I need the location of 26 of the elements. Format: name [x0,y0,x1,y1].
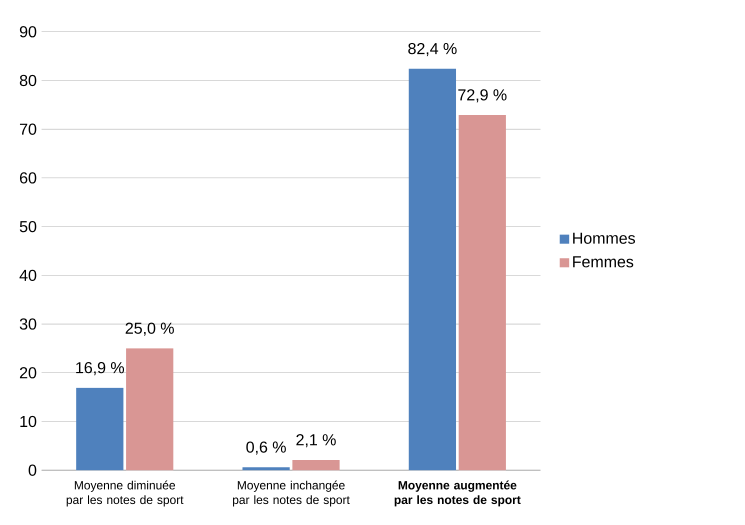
y-tick-label: 70 [20,124,36,135]
data-label: 72,9 % [458,89,507,102]
legend-label: Hommes [573,232,636,244]
x-tick-label: Moyenne augmentée par les notes de sport [394,480,521,506]
y-tick-label: 30 [20,318,36,330]
y-tick-label: 20 [20,367,36,378]
data-label: 25,0 % [126,322,174,336]
y-tick-label: 60 [20,172,36,184]
bar [292,460,340,470]
bar [76,388,124,470]
y-tick-label: 50 [20,220,36,232]
y-tick-label: 40 [20,270,36,281]
data-label: 2,1 % [296,434,336,448]
bar [408,68,456,470]
x-tick-label: Moyenne inchangée par les notes de sport [233,480,350,506]
data-label: 82,4 % [408,42,457,56]
data-label: 16,9 % [76,362,124,376]
legend-label: Femmes [573,256,634,268]
data-label: 0,6 % [246,441,286,455]
y-tick-label: 10 [20,416,36,428]
bar [126,348,174,470]
bar [458,115,506,470]
y-tick-label: 90 [20,26,36,38]
y-tick-label: 0 [28,464,36,476]
x-tick-label: Moyenne diminuée par les notes de sport [66,480,184,506]
y-tick-label: 80 [20,74,36,86]
